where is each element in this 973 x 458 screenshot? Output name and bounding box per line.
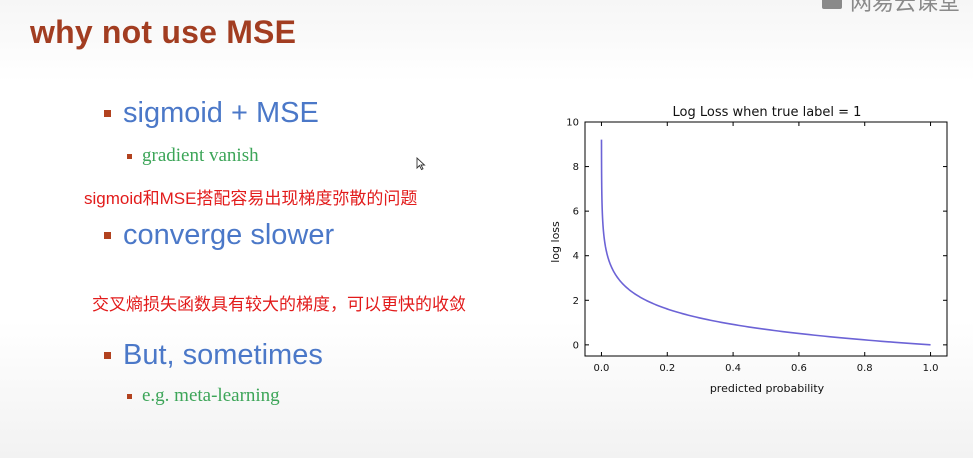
log-loss-curve: [600, 139, 931, 346]
y-tick-label: 0: [573, 340, 579, 351]
note-gradient-vanish: sigmoid和MSE搭配容易出现梯度弥散的问题: [84, 189, 418, 208]
sub-bullet-meta-learning: e.g. meta-learning: [127, 385, 280, 407]
x-tick-label: 0.4: [725, 363, 741, 374]
sub-bullet-square-icon: [127, 153, 132, 159]
x-tick-label: 0.8: [857, 363, 873, 374]
y-tick-label: 4: [573, 251, 579, 262]
x-tick-label: 0.0: [594, 363, 610, 374]
plot-area: [584, 121, 948, 357]
bullet-but-sometimes: But, sometimes: [104, 339, 323, 372]
chart-title: Log Loss when true label = 1: [673, 105, 862, 120]
y-tick-label: 8: [573, 162, 579, 173]
y-tick-label: 10: [566, 118, 579, 129]
sub-bullet-square-icon: [127, 393, 132, 399]
y-axis-label: log loss: [549, 221, 562, 263]
bullet-text: But, sometimes: [123, 339, 323, 371]
bullet-square-icon: [104, 110, 111, 117]
y-tick-label: 6: [573, 207, 579, 218]
sub-bullet-text: e.g. meta-learning: [142, 385, 280, 406]
slide-title: why not use MSE: [30, 14, 297, 50]
netease-logo: 网易云课堂: [822, 0, 960, 15]
y-tick-label: 2: [573, 296, 579, 307]
x-tick-label: 0.2: [659, 363, 675, 374]
sub-bullet-text: gradient vanish: [142, 145, 259, 166]
bullet-square-icon: [104, 232, 111, 239]
bullet-text: sigmoid + MSE: [123, 97, 319, 129]
x-tick-label: 1.0: [923, 363, 939, 374]
bullet-square-icon: [104, 352, 111, 359]
logo-icon: [822, 0, 842, 9]
x-tick-label: 0.6: [791, 363, 807, 374]
sub-bullet-gradient-vanish: gradient vanish: [127, 145, 259, 167]
note-cross-entropy: 交叉熵损失函数具有较大的梯度，可以更快的收敛: [92, 295, 466, 314]
logo-text: 网易云课堂: [850, 0, 961, 15]
mouse-cursor-icon: [416, 157, 426, 171]
x-axis-label: predicted probability: [710, 382, 825, 395]
bullet-text: converge slower: [123, 219, 335, 251]
log-loss-chart: Log Loss when true label = 1 0.0 0.2 0.4 0.…: [549, 105, 948, 395]
bullet-converge-slower: converge slower: [104, 219, 334, 252]
bullet-sigmoid-mse: sigmoid + MSE: [104, 97, 319, 130]
